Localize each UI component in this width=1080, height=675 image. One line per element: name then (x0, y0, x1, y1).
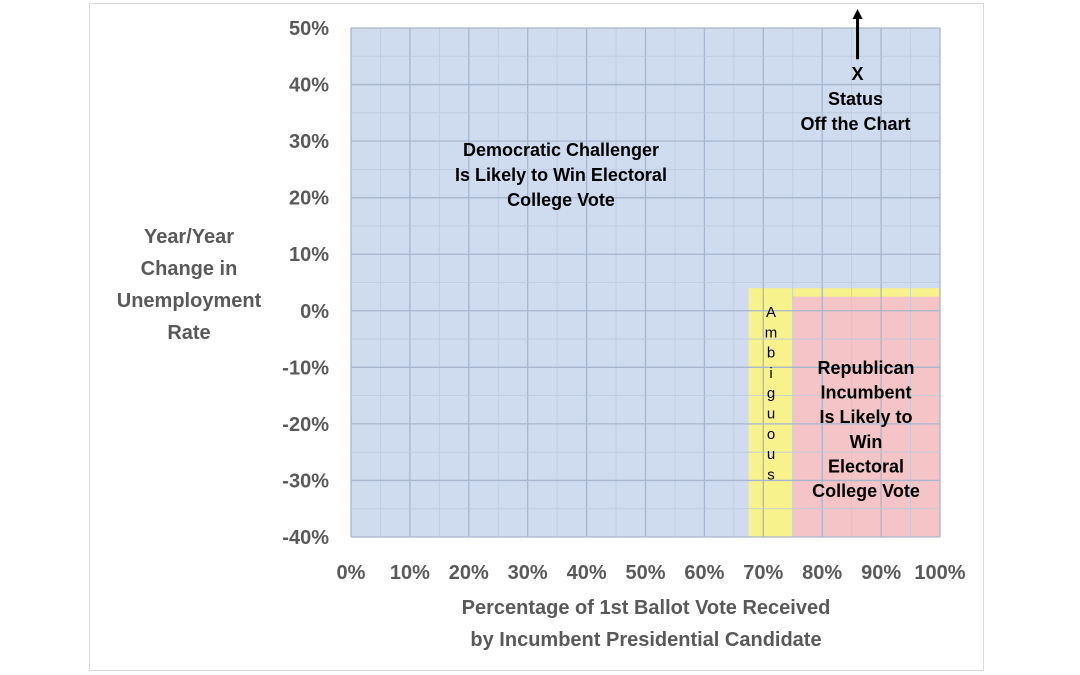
y-tick-label: -20% (282, 414, 329, 436)
labels-layer: Percentage of 1st Ballot Vote Received by… (117, 9, 920, 651)
chart-frame: 0% 10% 20% 30% 40% 50% 60% 70% 80% 90% 100% 50% 40% 3… (89, 3, 984, 671)
republican-region-label-line: Incumbent (820, 383, 911, 403)
status-x-marker: X (852, 64, 864, 84)
y-axis-title-line: Unemployment (117, 290, 262, 312)
x-tick-label: 0% (337, 562, 366, 584)
y-tick-label: -40% (282, 527, 329, 549)
status-label-line: Off the Chart (801, 114, 911, 134)
x-tick-label: 100% (914, 562, 965, 584)
republican-region-label-line: College Vote (812, 481, 920, 501)
y-tick-label: 30% (289, 131, 329, 153)
ticks-layer: 0% 10% 20% 30% 40% 50% 60% 70% 80% 90% 100% 50% 40% 3… (282, 18, 965, 584)
y-tick-label: -30% (282, 470, 329, 492)
x-axis-title-line: by Incumbent Presidential Candidate (470, 629, 821, 651)
ambiguous-region-label-letter: g (767, 385, 775, 402)
x-tick-label: 90% (861, 562, 901, 584)
ambiguous-region-label-letter: s (767, 466, 775, 483)
x-tick-label: 10% (390, 562, 430, 584)
democratic-region-label-line: Is Likely to Win Electoral (455, 165, 667, 185)
region-republican (792, 296, 940, 537)
y-tick-label: -10% (282, 357, 329, 379)
grid-layer (350, 27, 941, 538)
y-tick-label: 50% (289, 18, 329, 40)
status-label-line: Status (828, 89, 883, 109)
democratic-region-label-line: College Vote (507, 190, 615, 210)
republican-region-label-line: Is Likely to (819, 407, 912, 427)
y-tick-label: 0% (300, 301, 329, 323)
x-tick-label: 40% (567, 562, 607, 584)
x-tick-label: 60% (684, 562, 724, 584)
ambiguous-region-label-letter: b (767, 345, 775, 362)
democratic-region-label-line: Democratic Challenger (463, 140, 659, 160)
y-axis-title-line: Year/Year (144, 226, 234, 248)
ambiguous-region-label-letter: A (766, 304, 776, 321)
chart-svg: 0% 10% 20% 30% 40% 50% 60% 70% 80% 90% 100% 50% 40% 3… (117, 9, 966, 651)
republican-region-label-line: Win (850, 432, 883, 452)
x-tick-label: 80% (802, 562, 842, 584)
ambiguous-region-label-letter: u (767, 446, 775, 463)
y-axis-title-line: Change in (141, 258, 238, 280)
republican-region-label-line: Republican (817, 358, 914, 378)
ambiguous-region-label-letter: o (767, 426, 775, 443)
x-tick-label: 20% (449, 562, 489, 584)
y-tick-label: 40% (289, 75, 329, 97)
x-tick-label: 50% (625, 562, 665, 584)
y-tick-label: 20% (289, 188, 329, 210)
x-axis-title-line: Percentage of 1st Ballot Vote Received (462, 597, 831, 619)
x-tick-label: 30% (508, 562, 548, 584)
ambiguous-region-label-letter: i (769, 365, 772, 382)
ambiguous-region-label-letter: u (767, 406, 775, 423)
x-tick-label: 70% (743, 562, 783, 584)
y-tick-label: 10% (289, 244, 329, 266)
republican-region-label-line: Electoral (828, 456, 904, 476)
ambiguous-region-label-letter: m (765, 324, 778, 341)
y-axis-title-line: Rate (167, 322, 210, 344)
